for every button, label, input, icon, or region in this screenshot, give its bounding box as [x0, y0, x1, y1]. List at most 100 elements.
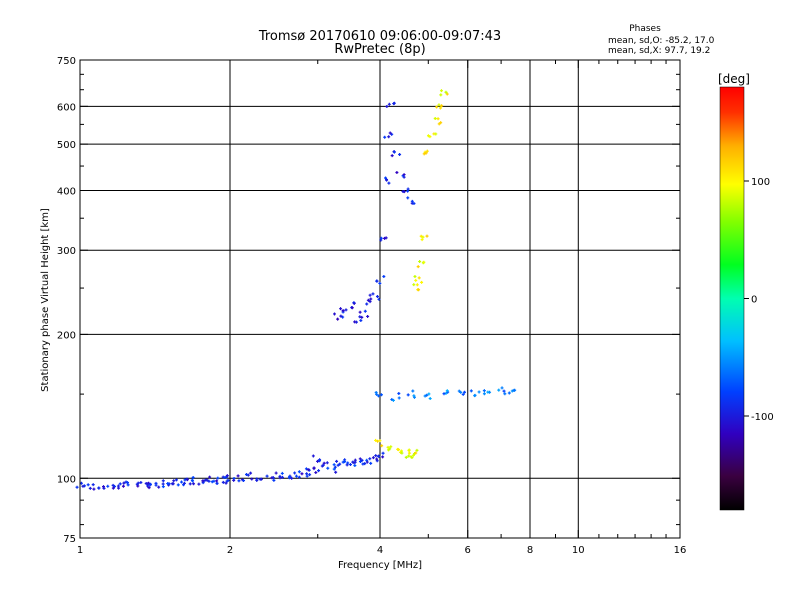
echo-point [294, 474, 298, 478]
x-tick-label: 4 [377, 545, 383, 556]
echo-point [375, 457, 379, 461]
echo-point [249, 471, 253, 475]
echo-point [366, 298, 370, 302]
echo-point [374, 391, 378, 395]
echo-point [97, 486, 101, 490]
echo-point [300, 472, 304, 476]
echo-point [122, 481, 126, 485]
echo-point [439, 93, 443, 97]
echo-point [377, 454, 381, 458]
colorbar-ticks: 100 0 -100 [744, 177, 774, 423]
echo-point [375, 295, 379, 299]
echo-point [75, 485, 79, 489]
echo-point [512, 388, 516, 392]
echo-point [398, 153, 402, 157]
echo-point [488, 390, 492, 394]
echo-point [325, 461, 329, 465]
echo-point [477, 390, 481, 394]
echo-point [317, 469, 321, 473]
echo-point [297, 470, 301, 474]
echo-point [435, 105, 439, 109]
echo-point [388, 131, 392, 135]
echo-point [215, 479, 219, 483]
echo-point [445, 92, 449, 96]
echo-point [316, 459, 320, 463]
echo-point [426, 134, 430, 138]
echo-point [369, 297, 373, 301]
echo-point [344, 308, 348, 312]
ticks-layer: 1 2 4 6 8 10 16 75 100 200 300 400 500 600 750 [57, 56, 686, 556]
echo-point [389, 445, 393, 449]
echo-point [161, 479, 165, 483]
echo-point [171, 482, 175, 486]
y-tick-label: 300 [57, 246, 76, 257]
x-tick-label: 10 [572, 545, 585, 556]
echo-point [378, 281, 382, 285]
echo-point [401, 189, 405, 193]
echo-point [290, 476, 294, 480]
echo-point [341, 309, 345, 313]
echo-point [191, 476, 195, 480]
echo-point [387, 102, 391, 106]
echo-point [385, 178, 389, 182]
echo-point [410, 456, 414, 460]
echo-point [381, 451, 385, 455]
echo-point [321, 463, 325, 467]
echo-point [384, 176, 388, 180]
echo-point [473, 394, 477, 398]
echo-point [420, 238, 424, 242]
y-tick-label: 75 [63, 534, 76, 545]
echo-point [510, 389, 514, 393]
echo-point [339, 307, 343, 311]
echo-point [358, 457, 362, 461]
echo-point [272, 478, 276, 482]
echo-point [197, 482, 201, 486]
echo-point [126, 483, 130, 487]
series-group [311, 451, 385, 474]
echo-point [412, 283, 416, 287]
echo-point [297, 475, 301, 479]
echo-point [360, 315, 364, 319]
echo-point [305, 474, 309, 478]
echo-point [92, 487, 96, 491]
echo-point [333, 465, 337, 469]
echo-point [406, 393, 410, 397]
echo-point [242, 479, 246, 483]
echo-point [280, 471, 284, 475]
echo-point [336, 317, 340, 321]
echo-point [442, 392, 446, 396]
echo-point [445, 389, 449, 393]
echo-point [265, 474, 269, 478]
echo-point [368, 300, 372, 304]
echo-point [116, 484, 120, 488]
echo-point [293, 471, 297, 475]
echo-point [207, 479, 211, 483]
echo-point [215, 482, 219, 486]
echo-point [437, 122, 441, 126]
colorbar-tick-label: 100 [751, 177, 770, 188]
echo-point [379, 236, 383, 240]
echo-point [390, 154, 394, 158]
echo-point [383, 135, 387, 139]
echo-point [437, 103, 441, 107]
echo-point [146, 484, 150, 488]
x-tick-label: 6 [465, 545, 471, 556]
echo-point [417, 288, 421, 292]
series-group [374, 386, 517, 402]
echo-point [407, 451, 411, 455]
echo-point [411, 389, 415, 393]
echo-point [391, 398, 395, 402]
echo-point [88, 486, 92, 490]
echo-point [304, 467, 308, 471]
echo-point [366, 314, 370, 318]
echo-point [255, 477, 259, 481]
x-tick-label: 8 [527, 545, 533, 556]
echo-point [111, 483, 115, 487]
echo-point [397, 396, 401, 400]
y-tick-label: 200 [57, 330, 76, 341]
echo-point [358, 310, 362, 314]
echo-point [111, 486, 115, 490]
echo-point [414, 451, 418, 455]
echo-point [376, 439, 380, 443]
echo-point [407, 448, 411, 452]
